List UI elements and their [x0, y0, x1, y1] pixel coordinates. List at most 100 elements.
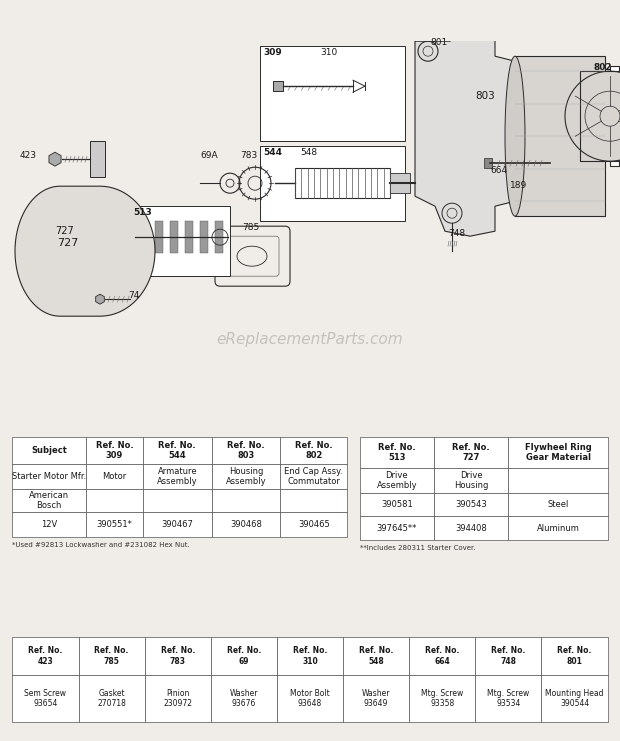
Bar: [170, 221, 178, 253]
Text: Ref. No.
544: Ref. No. 544: [159, 441, 196, 460]
FancyBboxPatch shape: [360, 468, 434, 493]
Text: 12V: 12V: [41, 520, 58, 529]
Text: Ref. No.
310: Ref. No. 310: [293, 646, 327, 665]
Text: Ref. No.
783: Ref. No. 783: [161, 646, 195, 665]
FancyBboxPatch shape: [79, 637, 144, 675]
Text: 74: 74: [128, 291, 140, 300]
Text: Drive
Housing: Drive Housing: [454, 471, 489, 490]
Text: Ref. No.
748: Ref. No. 748: [491, 646, 526, 665]
Polygon shape: [415, 26, 515, 236]
Bar: [155, 221, 163, 253]
Text: Washer
93676: Washer 93676: [229, 689, 258, 708]
Text: Sem Screw
93654: Sem Screw 93654: [24, 689, 66, 708]
Text: 727: 727: [57, 238, 79, 248]
FancyBboxPatch shape: [360, 493, 434, 516]
FancyBboxPatch shape: [409, 637, 476, 675]
FancyBboxPatch shape: [144, 637, 211, 675]
Text: 748: 748: [448, 229, 465, 238]
Bar: [140, 221, 148, 253]
Text: Ref. No.
803: Ref. No. 803: [227, 441, 265, 460]
FancyBboxPatch shape: [360, 437, 434, 468]
FancyBboxPatch shape: [541, 675, 608, 722]
Text: Flywheel Ring
Gear Material: Flywheel Ring Gear Material: [525, 443, 591, 462]
Circle shape: [565, 71, 620, 162]
Text: Ref. No.
309: Ref. No. 309: [95, 441, 133, 460]
FancyBboxPatch shape: [211, 513, 280, 537]
FancyBboxPatch shape: [280, 489, 347, 513]
Text: Armature
Assembly: Armature Assembly: [157, 467, 198, 486]
Text: Drive
Assembly: Drive Assembly: [376, 471, 417, 490]
FancyBboxPatch shape: [508, 437, 608, 468]
FancyBboxPatch shape: [277, 637, 343, 675]
FancyBboxPatch shape: [343, 675, 409, 722]
Bar: [295, 168, 390, 198]
Text: Ref. No.
801: Ref. No. 801: [557, 646, 591, 665]
Bar: [185, 221, 193, 253]
Text: 390543: 390543: [455, 500, 487, 509]
FancyBboxPatch shape: [476, 675, 541, 722]
FancyBboxPatch shape: [434, 516, 508, 540]
FancyBboxPatch shape: [86, 489, 143, 513]
FancyBboxPatch shape: [280, 513, 347, 537]
Text: Aluminum: Aluminum: [536, 524, 580, 533]
FancyBboxPatch shape: [434, 437, 508, 468]
Text: Subject: Subject: [31, 446, 67, 455]
Text: 548: 548: [300, 148, 317, 157]
FancyBboxPatch shape: [343, 637, 409, 675]
FancyBboxPatch shape: [12, 437, 86, 464]
FancyBboxPatch shape: [86, 513, 143, 537]
Text: Ref. No.
69: Ref. No. 69: [227, 646, 261, 665]
Text: 803: 803: [475, 91, 495, 102]
Text: End Cap Assy.
Commutator: End Cap Assy. Commutator: [285, 467, 343, 486]
Text: Mounting Head
390544: Mounting Head 390544: [545, 689, 604, 708]
Text: Ref. No.
548: Ref. No. 548: [359, 646, 393, 665]
FancyBboxPatch shape: [277, 675, 343, 722]
FancyBboxPatch shape: [434, 493, 508, 516]
FancyBboxPatch shape: [12, 489, 86, 513]
Text: Ref. No.
513: Ref. No. 513: [378, 443, 415, 462]
FancyBboxPatch shape: [12, 513, 86, 537]
Text: American
Bosch: American Bosch: [29, 491, 69, 510]
Text: 783: 783: [240, 151, 257, 160]
Text: 423: 423: [20, 151, 37, 160]
FancyBboxPatch shape: [12, 637, 79, 675]
Bar: [130, 206, 230, 276]
FancyBboxPatch shape: [211, 464, 280, 489]
FancyBboxPatch shape: [508, 516, 608, 540]
FancyBboxPatch shape: [143, 464, 211, 489]
FancyBboxPatch shape: [280, 437, 347, 464]
Bar: [484, 158, 492, 168]
Text: Ref. No.
423: Ref. No. 423: [29, 646, 63, 665]
Bar: [260, 146, 405, 221]
Polygon shape: [15, 186, 155, 316]
Text: 397645**: 397645**: [376, 524, 417, 533]
FancyBboxPatch shape: [211, 675, 277, 722]
Bar: [610, 66, 619, 166]
Bar: [90, 142, 105, 177]
Text: 390468: 390468: [230, 520, 262, 529]
Bar: [515, 56, 605, 216]
Text: Starter Motor Mfr.: Starter Motor Mfr.: [12, 472, 86, 481]
Text: Washer
93649: Washer 93649: [362, 689, 391, 708]
Ellipse shape: [237, 246, 267, 266]
Bar: [580, 71, 620, 162]
FancyBboxPatch shape: [211, 637, 277, 675]
Text: Pinion
230972: Pinion 230972: [163, 689, 192, 708]
Text: 785: 785: [242, 223, 259, 232]
FancyBboxPatch shape: [144, 675, 211, 722]
Text: 189: 189: [510, 182, 527, 190]
Text: 390467: 390467: [161, 520, 193, 529]
Text: 390465: 390465: [298, 520, 330, 529]
Text: 390581: 390581: [381, 500, 413, 509]
FancyBboxPatch shape: [541, 637, 608, 675]
Text: 727: 727: [55, 226, 74, 236]
Bar: [273, 82, 283, 91]
Text: eReplacementParts.com: eReplacementParts.com: [216, 332, 404, 347]
Text: *Used #92813 Lockwasher and #231082 Hex Nut.: *Used #92813 Lockwasher and #231082 Hex …: [12, 542, 190, 548]
FancyBboxPatch shape: [12, 675, 79, 722]
Text: 664: 664: [490, 166, 507, 175]
Text: Ref. No.
802: Ref. No. 802: [295, 441, 332, 460]
Text: 802: 802: [594, 63, 613, 72]
FancyBboxPatch shape: [476, 637, 541, 675]
Text: Gasket
270718: Gasket 270718: [97, 689, 126, 708]
